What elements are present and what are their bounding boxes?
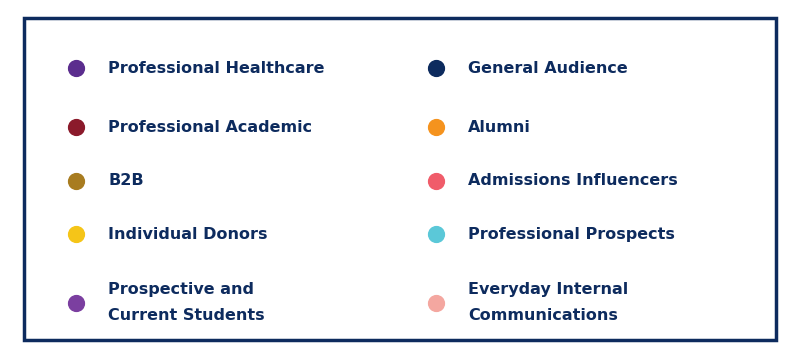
Text: Admissions Influencers: Admissions Influencers <box>468 173 678 188</box>
Point <box>70 124 82 130</box>
FancyBboxPatch shape <box>24 18 776 340</box>
Text: Current Students: Current Students <box>108 309 265 323</box>
Text: Individual Donors: Individual Donors <box>108 227 267 242</box>
Text: B2B: B2B <box>108 173 144 188</box>
Text: Everyday Internal: Everyday Internal <box>468 282 628 296</box>
Text: Communications: Communications <box>468 309 618 323</box>
Point <box>430 65 442 71</box>
Point <box>70 65 82 71</box>
Text: Professional Healthcare: Professional Healthcare <box>108 61 325 76</box>
Point <box>430 300 442 305</box>
Text: General Audience: General Audience <box>468 61 628 76</box>
Point <box>430 232 442 237</box>
Point <box>70 178 82 184</box>
Text: Professional Prospects: Professional Prospects <box>468 227 675 242</box>
Point <box>430 178 442 184</box>
Text: Alumni: Alumni <box>468 120 531 135</box>
Point <box>70 300 82 305</box>
Point <box>70 232 82 237</box>
Point <box>430 124 442 130</box>
Text: Professional Academic: Professional Academic <box>108 120 312 135</box>
Text: Prospective and: Prospective and <box>108 282 254 296</box>
